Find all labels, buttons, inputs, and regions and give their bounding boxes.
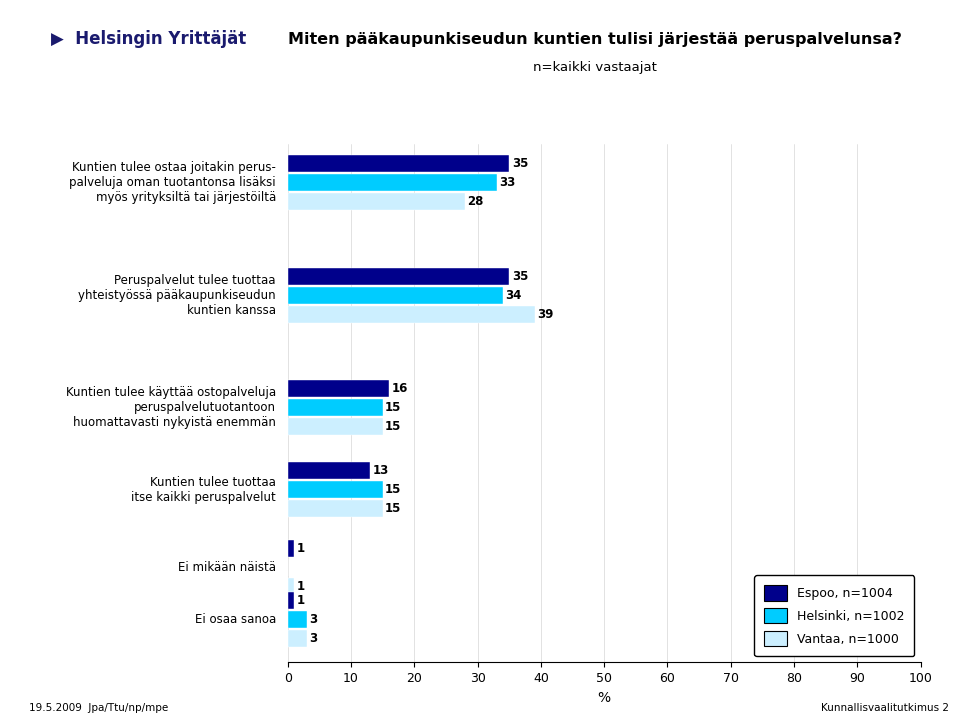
Bar (288, 500, 383, 517)
Bar (288, 481, 383, 498)
Text: 15: 15 (386, 483, 402, 496)
Legend: Espoo, n=1004, Helsinki, n=1002, Vantaa, n=1000: Espoo, n=1004, Helsinki, n=1002, Vantaa,… (755, 575, 914, 656)
Bar (288, 194, 465, 210)
Text: helsinginyrittajat.fi: helsinginyrittajat.fi (785, 37, 922, 50)
Bar (288, 418, 383, 435)
Bar (288, 592, 294, 608)
Bar (288, 611, 307, 628)
Text: 1: 1 (296, 542, 305, 555)
Text: 35: 35 (512, 270, 528, 283)
Text: 19.5.2009  Jpa/Ttu/np/mpe: 19.5.2009 Jpa/Ttu/np/mpe (29, 703, 168, 713)
Bar (288, 268, 509, 284)
Text: 3: 3 (309, 613, 317, 626)
Text: n=kaikki vastaajat: n=kaikki vastaajat (532, 61, 657, 74)
Bar (288, 578, 294, 595)
Text: 35: 35 (512, 158, 528, 171)
Text: Miten pääkaupunkiseudun kuntien tulisi järjestää peruspalvelunsa?: Miten pääkaupunkiseudun kuntien tulisi j… (288, 32, 901, 48)
Text: ▶  Helsingin Yrittäjät: ▶ Helsingin Yrittäjät (51, 30, 246, 48)
Text: 33: 33 (499, 176, 515, 189)
Text: 16: 16 (391, 382, 408, 395)
Text: 39: 39 (537, 307, 553, 320)
Text: 1: 1 (296, 594, 305, 607)
Text: 1: 1 (296, 580, 305, 593)
X-axis label: %: % (597, 690, 611, 705)
Text: 3: 3 (309, 631, 317, 644)
Bar (288, 174, 497, 192)
Bar (288, 287, 503, 304)
Bar (288, 462, 370, 479)
Bar (288, 540, 294, 557)
Bar (288, 380, 389, 397)
Text: 15: 15 (386, 420, 402, 433)
Text: 34: 34 (505, 289, 522, 302)
Bar (288, 156, 509, 172)
Text: 15: 15 (386, 401, 402, 414)
Bar (288, 399, 383, 416)
Text: 15: 15 (386, 502, 402, 515)
Text: 28: 28 (467, 195, 484, 208)
Text: 13: 13 (372, 464, 388, 477)
Bar (288, 630, 307, 647)
Text: Kunnallisvaalitutkimus 2: Kunnallisvaalitutkimus 2 (822, 703, 949, 713)
Bar (288, 306, 534, 323)
